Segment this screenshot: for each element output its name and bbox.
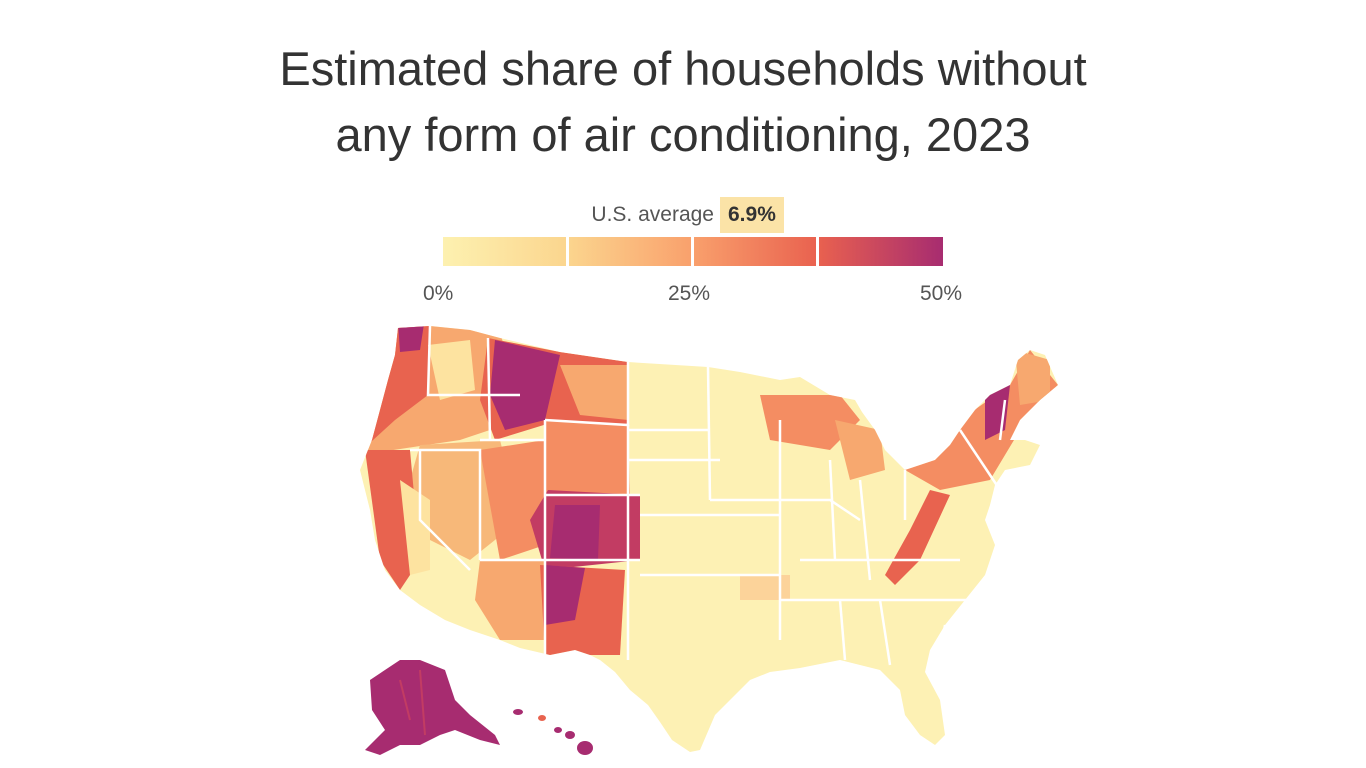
chart-title-line-2: any form of air conditioning, 2023 <box>335 108 1031 161</box>
montana-idaho-peak-region <box>490 340 560 430</box>
contiguous-us-shape <box>360 326 1058 752</box>
central-washington-region <box>428 340 475 400</box>
arizona-region <box>475 560 545 640</box>
vermont-region <box>985 385 1010 440</box>
scale-tick-label: 50% <box>920 282 963 305</box>
northern-new-mexico-region <box>545 565 585 625</box>
color-scale-bar <box>443 237 943 266</box>
upper-michigan-wisconsin-region <box>760 395 860 450</box>
us-average-label: U.S. average <box>591 203 714 226</box>
us-average-row: U.S. average 6.9% <box>0 196 1366 234</box>
color-scale-divider <box>691 237 694 266</box>
scale-tick-label: 25% <box>668 282 711 305</box>
pacific-coast-band <box>362 326 430 450</box>
chart-title-line-1: Estimated share of households without <box>279 42 1087 95</box>
us-average-value-badge: 6.9% <box>720 197 784 233</box>
chart-title: Estimated share of households without an… <box>0 36 1366 168</box>
state-borders <box>410 325 1007 666</box>
colorado-mountains-region <box>550 505 600 560</box>
maine-region <box>1015 350 1050 405</box>
us-county-choropleth-map <box>360 325 1058 755</box>
color-legend: U.S. average 6.9% 0% 25% 50% <box>0 196 1366 311</box>
color-scale-divider <box>566 237 569 266</box>
scale-tick-label: 0% <box>423 282 454 305</box>
color-scale-divider <box>816 237 819 266</box>
wyoming-region <box>545 420 630 500</box>
eastern-montana-region <box>560 365 628 420</box>
central-valley-region <box>400 480 430 575</box>
ozarks-region <box>740 575 790 600</box>
olympic-peninsula-region <box>398 326 424 352</box>
hawaii-inset <box>513 709 593 755</box>
alaska-county-lines <box>399 669 426 736</box>
alaska-inset <box>365 660 500 755</box>
lower-michigan-region <box>835 420 885 480</box>
